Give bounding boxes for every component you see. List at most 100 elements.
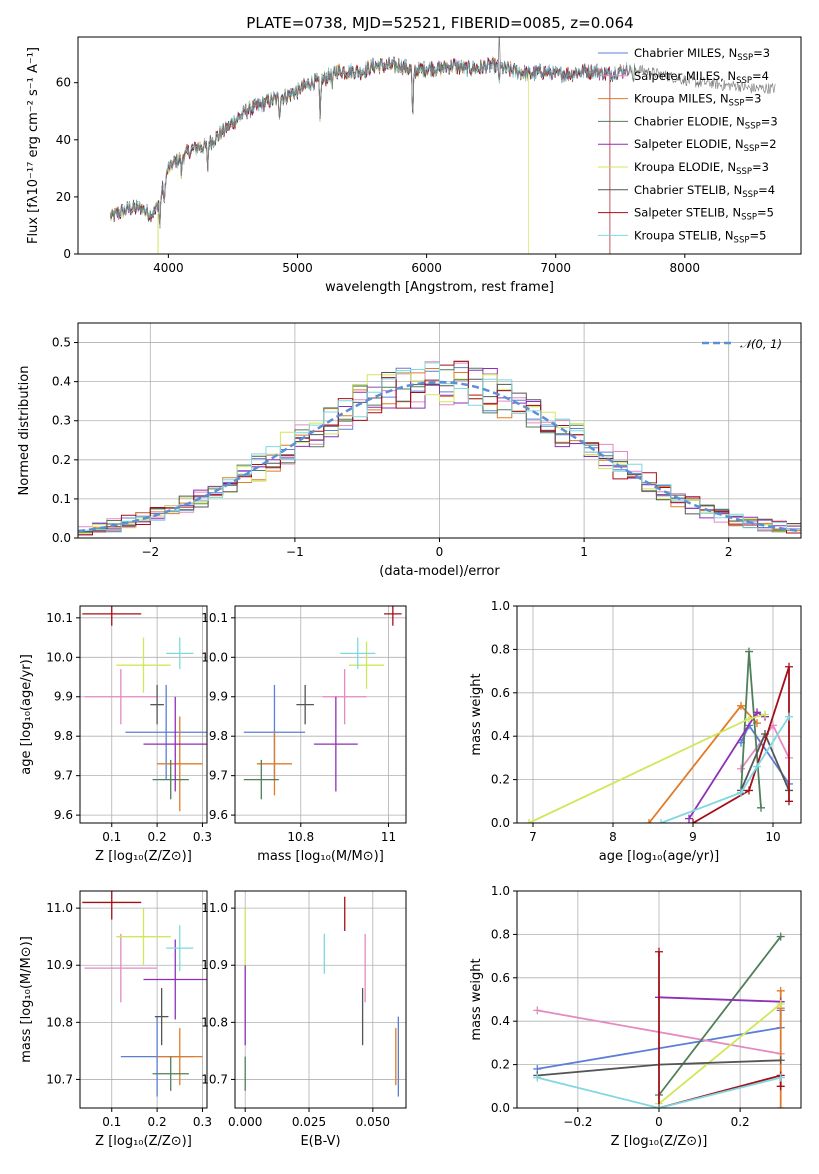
weight-marker	[533, 1006, 542, 1015]
weight-marker	[533, 1073, 542, 1082]
y-tick-label: 9.6	[54, 808, 73, 822]
x-tick-label: 8	[609, 830, 617, 844]
age-vs-Z-panel: 0.1 0.2 0.3 9.6 9.7 9.8 9.9 10.0 10.1 Z [log₁₀(Z/…	[19, 605, 212, 864]
x-tick-label: 9	[689, 830, 697, 844]
x-tick-label: 0.3	[193, 830, 212, 844]
x-tick-label: 0.1	[102, 830, 121, 844]
legend-entry: Salpeter MILES, NSSP=4	[634, 69, 769, 86]
y-tick-label: 0.4	[491, 729, 510, 743]
x-tick-label: 7	[529, 830, 537, 844]
y-tick-label: 0.4	[491, 1014, 510, 1028]
weight-marker	[655, 1104, 663, 1108]
residuals-xlabel: (data-model)/error	[379, 564, 500, 579]
plot-frame	[79, 890, 208, 1109]
y-tick-label: 0.2	[491, 773, 510, 787]
mass-vs-EBV-panel: 0.000 0.025 0.050 10.7 10.8 10.9 11.0 E(B-V)	[201, 890, 407, 1149]
weight-marker	[737, 701, 745, 710]
legend-entry: Kroupa ELODIE, NSSP=3	[634, 160, 769, 177]
weight-marker	[745, 786, 753, 795]
plot-frame	[77, 322, 802, 539]
emission-line	[497, 37, 501, 66]
figure-title: PLATE=0738, MJD=52521, FIBERID=0085, z=0…	[246, 14, 633, 32]
legend-entry: Kroupa MILES, NSSP=3	[634, 92, 761, 109]
weight-marker	[776, 999, 785, 1008]
weight-marker	[776, 1104, 785, 1108]
mass-vs-Z-axes: 0.1 0.2 0.3 10.7 10.8 10.9 11.0 Z [log₁₀(Z/Z⊙)]…	[19, 891, 212, 1149]
y-tick-label: 0.3	[52, 414, 71, 428]
y-tick-label: 9.6	[209, 808, 228, 822]
residuals-axes: −2 −1 0 1 2 0.0 0.1 0.2 0.3 0.4 0.5 (data-model)/er…	[17, 323, 801, 579]
weight-marker	[753, 762, 761, 771]
weight-vs-age-xlabel: age [log₁₀(age/yr)]	[599, 849, 720, 864]
x-tick-label: 0.2	[148, 830, 167, 844]
x-tick-label: −0.2	[563, 1115, 592, 1129]
y-tick-label: 9.8	[54, 729, 73, 743]
y-tick-label: 9.9	[209, 690, 228, 704]
mass-vs-Z-points	[82, 891, 207, 1097]
y-tick-label: 10.7	[201, 1072, 228, 1086]
weight-marker	[645, 819, 653, 823]
y-tick-label: 9.7	[54, 769, 73, 783]
x-tick-label: 0.3	[193, 1115, 212, 1129]
y-tick-label: 9.7	[209, 769, 228, 783]
mass-vs-EBV-points	[244, 896, 399, 1097]
weight-vs-age-ylabel: mass weight	[469, 673, 484, 755]
age-vs-Z-points	[82, 606, 207, 812]
x-tick-label: 0.025	[292, 1115, 326, 1129]
weight-marker	[757, 803, 765, 812]
x-tick-label: 0.050	[356, 1115, 390, 1129]
legend-entry: 𝒩(0, 1)	[740, 337, 782, 351]
y-tick-label: 0.8	[491, 642, 510, 656]
x-tick-label: 4000	[153, 261, 184, 275]
x-tick-label: 0.2	[148, 1115, 167, 1129]
spectrum-ylabel: Flux [fλ10⁻¹⁷ erg cm⁻² s⁻¹ A⁻¹]	[26, 47, 41, 244]
spectrum-legend: Chabrier MILES, NSSP=3 Salpeter MILES, NS…	[598, 46, 778, 245]
y-tick-label: 20	[56, 190, 71, 204]
x-tick-label: 10	[765, 830, 780, 844]
weight-marker	[776, 1056, 785, 1065]
weight-marker	[655, 947, 663, 956]
weight-marker	[776, 1073, 785, 1082]
y-tick-label: 10.7	[46, 1072, 73, 1086]
x-tick-label: 0.000	[228, 1115, 262, 1129]
weight-marker	[753, 708, 761, 717]
y-tick-label: 0.2	[52, 453, 71, 467]
weight-line	[658, 936, 782, 1096]
x-tick-label: 0.1	[102, 1115, 121, 1129]
weight-vs-age-axes: 7 8 9 10 0.0 0.2 0.4 0.6 0.8 1.0 age [log₁₀(age/yr…	[469, 599, 801, 864]
legend-entry: Chabrier STELIB, NSSP=4	[634, 183, 775, 200]
histogram-step	[78, 362, 801, 533]
weight-line	[692, 666, 790, 823]
plot-frame	[77, 36, 802, 255]
legend-entry: Salpeter STELIB, NSSP=5	[634, 206, 774, 223]
plot-frame	[234, 605, 407, 824]
weight-line	[658, 996, 781, 1003]
mass-vs-Z-ylabel: mass [log₁₀(M/M⊙)]	[19, 936, 34, 1063]
x-tick-label: 11	[381, 830, 396, 844]
y-tick-label: 0.1	[52, 492, 71, 506]
plot-frame	[516, 605, 802, 824]
weight-vs-Z-ylabel: mass weight	[469, 958, 484, 1040]
weight-vs-age-panel: 7 8 9 10 0.0 0.2 0.4 0.6 0.8 1.0 age [log₁₀(age/yr…	[469, 599, 802, 864]
age-vs-mass-points	[243, 606, 402, 800]
x-tick-label: −1	[286, 545, 304, 559]
residual-histograms	[78, 360, 801, 536]
spectrum-axes: 4000 5000 6000 7000 8000 0 20 40 60 wavelength [A…	[26, 47, 700, 295]
y-tick-label: 10.0	[46, 650, 73, 664]
plot-frame	[516, 890, 802, 1109]
weight-vs-Z-lines	[533, 932, 785, 1108]
age-vs-mass-xlabel: mass [log₁₀(M/M⊙)]	[257, 849, 384, 864]
weight-marker	[657, 819, 665, 823]
legend-entry: Chabrier MILES, NSSP=3	[634, 46, 770, 63]
y-tick-label: 10.1	[46, 611, 73, 625]
y-tick-label: 10.9	[46, 958, 73, 972]
weight-marker	[776, 1082, 785, 1091]
residuals-legend: 𝒩(0, 1)	[702, 337, 782, 351]
histogram-step	[78, 372, 801, 533]
plot-frame	[234, 890, 407, 1109]
y-tick-label: 9.9	[54, 690, 73, 704]
data-spectrum-line	[110, 59, 776, 225]
y-tick-label: 0	[63, 247, 71, 261]
